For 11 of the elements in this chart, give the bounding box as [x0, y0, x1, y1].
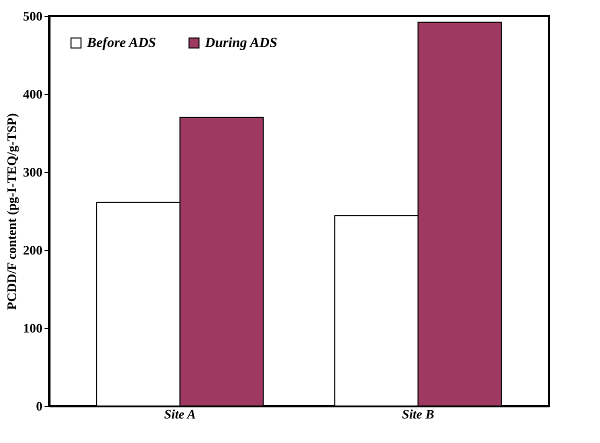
- y-tick-label: 100: [23, 320, 42, 336]
- y-axis-title: PCDD/F content (pg-I-TEQ/g-TSP): [4, 113, 19, 310]
- legend-label: Before ADS: [86, 36, 156, 51]
- legend-label: During ADS: [204, 36, 278, 51]
- y-tick-label: 0: [36, 398, 42, 414]
- x-tick-label: Site A: [164, 406, 196, 422]
- y-tick-label: 500: [23, 8, 42, 24]
- y-tick-label: 200: [23, 242, 42, 258]
- y-tick-label: 400: [23, 86, 42, 102]
- x-tick-label: Site B: [402, 406, 434, 422]
- y-tick-label: 300: [23, 164, 42, 180]
